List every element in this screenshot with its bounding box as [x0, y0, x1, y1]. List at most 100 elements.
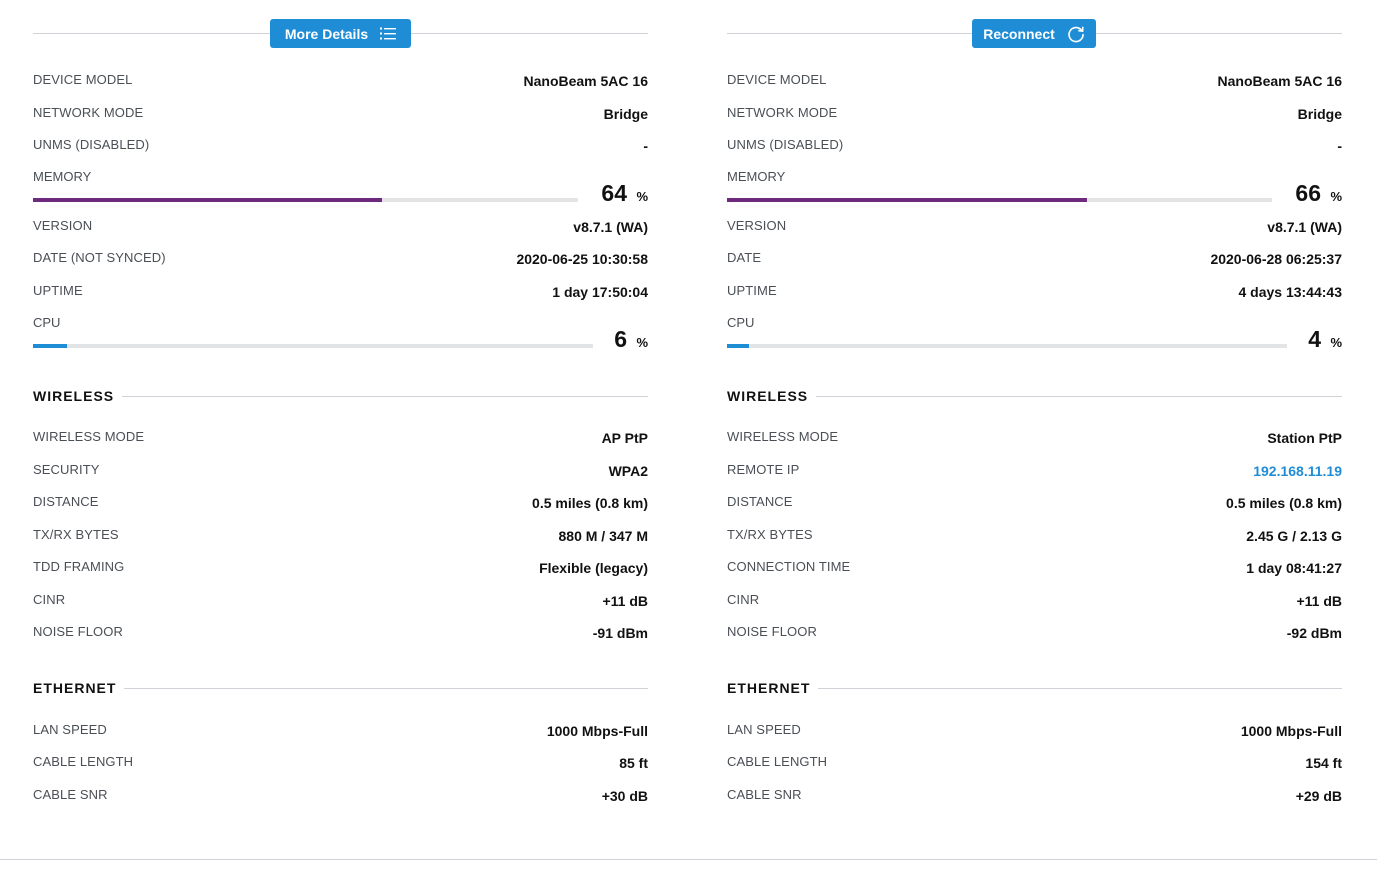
info-value: 1000 Mbps-Full — [1240, 723, 1342, 739]
cpu-meter: CPU 6% — [33, 315, 648, 365]
cpu-label: CPU — [33, 315, 61, 330]
info-label: DATE (NOT SYNCED) — [33, 250, 166, 265]
ethernet-section-title: ETHERNET — [727, 680, 819, 696]
wireless-section-header: WIRELESS — [727, 388, 1342, 406]
info-value: Bridge — [603, 106, 648, 122]
cpu-unit: % — [636, 335, 648, 350]
info-row-tx-rx-bytes: TX/RX BYTES 880 M / 347 M — [33, 527, 648, 549]
memory-meter: MEMORY 66% — [727, 169, 1342, 219]
info-row-date: DATE 2020-06-28 06:25:37 — [727, 250, 1342, 272]
memory-bar-fill — [33, 198, 382, 202]
info-row-version: VERSION v8.7.1 (WA) — [727, 218, 1342, 240]
cpu-meter: CPU 4% — [727, 315, 1342, 365]
info-row-version: VERSION v8.7.1 (WA) — [33, 218, 648, 240]
memory-bar-track — [33, 198, 578, 202]
list-icon — [380, 27, 397, 40]
memory-value: 66 — [1295, 180, 1321, 206]
info-label: CABLE LENGTH — [727, 754, 828, 769]
section-divider — [33, 396, 648, 397]
info-label: TX/RX BYTES — [727, 527, 813, 542]
cpu-value: 6 — [614, 326, 627, 352]
section-divider — [727, 688, 1342, 689]
info-value: 2020-06-28 06:25:37 — [1210, 251, 1342, 267]
memory-meter: MEMORY 64% — [33, 169, 648, 219]
info-value: 154 ft — [1305, 755, 1342, 771]
info-value: +30 dB — [601, 788, 648, 804]
ethernet-section-title: ETHERNET — [33, 680, 125, 696]
cpu-bar-track — [33, 344, 593, 348]
info-label: UNMS (DISABLED) — [727, 137, 844, 152]
info-row-cable-length: CABLE LENGTH 154 ft — [727, 754, 1342, 776]
info-row-network-mode: NETWORK MODE Bridge — [727, 105, 1342, 127]
info-label: DEVICE MODEL — [33, 72, 133, 87]
info-label: LAN SPEED — [727, 722, 801, 737]
cpu-bar-track — [727, 344, 1287, 348]
info-label: TX/RX BYTES — [33, 527, 119, 542]
info-row-cinr: CINR +11 dB — [727, 592, 1342, 614]
info-row-cable-snr: CABLE SNR +29 dB — [727, 787, 1342, 809]
remote-ip-link[interactable]: 192.168.11.19 — [1253, 463, 1342, 479]
info-value: 2020-06-25 10:30:58 — [516, 251, 648, 267]
info-value: 0.5 miles (0.8 km) — [1226, 495, 1342, 511]
memory-value: 64 — [601, 180, 627, 206]
ethernet-section-header: ETHERNET — [33, 680, 648, 698]
info-value: 880 M / 347 M — [558, 528, 649, 544]
page-bottom-divider — [0, 859, 1377, 860]
info-label: NOISE FLOOR — [727, 624, 817, 639]
info-label: DEVICE MODEL — [727, 72, 827, 87]
info-value: +11 dB — [602, 593, 648, 609]
info-row-tdd-framing: TDD FRAMING Flexible (legacy) — [33, 559, 648, 581]
reconnect-button[interactable]: Reconnect — [972, 19, 1096, 48]
info-value: -92 dBm — [1286, 625, 1342, 641]
info-label: CABLE SNR — [33, 787, 108, 802]
info-label: UPTIME — [727, 283, 777, 298]
cpu-unit: % — [1330, 335, 1342, 350]
info-row-device-model: DEVICE MODEL NanoBeam 5AC 16 — [33, 72, 648, 94]
more-details-label: More Details — [284, 25, 369, 42]
info-value: 4 days 13:44:43 — [1238, 284, 1342, 300]
memory-bar-fill — [727, 198, 1087, 202]
info-label: CINR — [33, 592, 66, 607]
info-row-distance: DISTANCE 0.5 miles (0.8 km) — [727, 494, 1342, 516]
cpu-value: 4 — [1308, 326, 1321, 352]
info-label: LAN SPEED — [33, 722, 107, 737]
info-value: WPA2 — [608, 463, 648, 479]
info-value: NanoBeam 5AC 16 — [523, 73, 649, 89]
info-row-lan-speed: LAN SPEED 1000 Mbps-Full — [33, 722, 648, 744]
refresh-icon — [1067, 25, 1085, 43]
info-row-device-model: DEVICE MODEL NanoBeam 5AC 16 — [727, 72, 1342, 94]
info-value: 1 day 08:41:27 — [1246, 560, 1342, 576]
info-value: 2.45 G / 2.13 G — [1246, 528, 1342, 544]
info-row-wireless-mode: WIRELESS MODE AP PtP — [33, 429, 648, 451]
more-details-button[interactable]: More Details — [270, 19, 411, 48]
info-label: WIRELESS MODE — [33, 429, 145, 444]
info-value: v8.7.1 (WA) — [1267, 219, 1342, 235]
info-row-lan-speed: LAN SPEED 1000 Mbps-Full — [727, 722, 1342, 744]
info-row-distance: DISTANCE 0.5 miles (0.8 km) — [33, 494, 648, 516]
info-label: NETWORK MODE — [33, 105, 144, 120]
wireless-section-header: WIRELESS — [33, 388, 648, 406]
info-value: Flexible (legacy) — [539, 560, 648, 576]
info-row-cable-length: CABLE LENGTH 85 ft — [33, 754, 648, 776]
info-value: Bridge — [1297, 106, 1342, 122]
info-row-connection-time: CONNECTION TIME 1 day 08:41:27 — [727, 559, 1342, 581]
info-value: +29 dB — [1295, 788, 1342, 804]
info-value: 1000 Mbps-Full — [546, 723, 648, 739]
ethernet-section-header: ETHERNET — [727, 680, 1342, 698]
info-label: REMOTE IP — [727, 462, 800, 477]
info-label: DISTANCE — [33, 494, 99, 509]
info-row-noise-floor: NOISE FLOOR -92 dBm — [727, 624, 1342, 646]
info-label: NOISE FLOOR — [33, 624, 123, 639]
info-label: VERSION — [33, 218, 93, 233]
info-row-remote-ip: REMOTE IP 192.168.11.19 — [727, 462, 1342, 484]
info-row-cable-snr: CABLE SNR +30 dB — [33, 787, 648, 809]
info-value: AP PtP — [601, 430, 648, 446]
info-value: NanoBeam 5AC 16 — [1217, 73, 1343, 89]
info-value: Station PtP — [1267, 430, 1342, 446]
section-divider — [727, 396, 1342, 397]
memory-unit: % — [1330, 189, 1342, 204]
info-value: 1 day 17:50:04 — [552, 284, 648, 300]
info-row-cinr: CINR +11 dB — [33, 592, 648, 614]
info-label: UPTIME — [33, 283, 83, 298]
wireless-section-title: WIRELESS — [727, 388, 817, 404]
